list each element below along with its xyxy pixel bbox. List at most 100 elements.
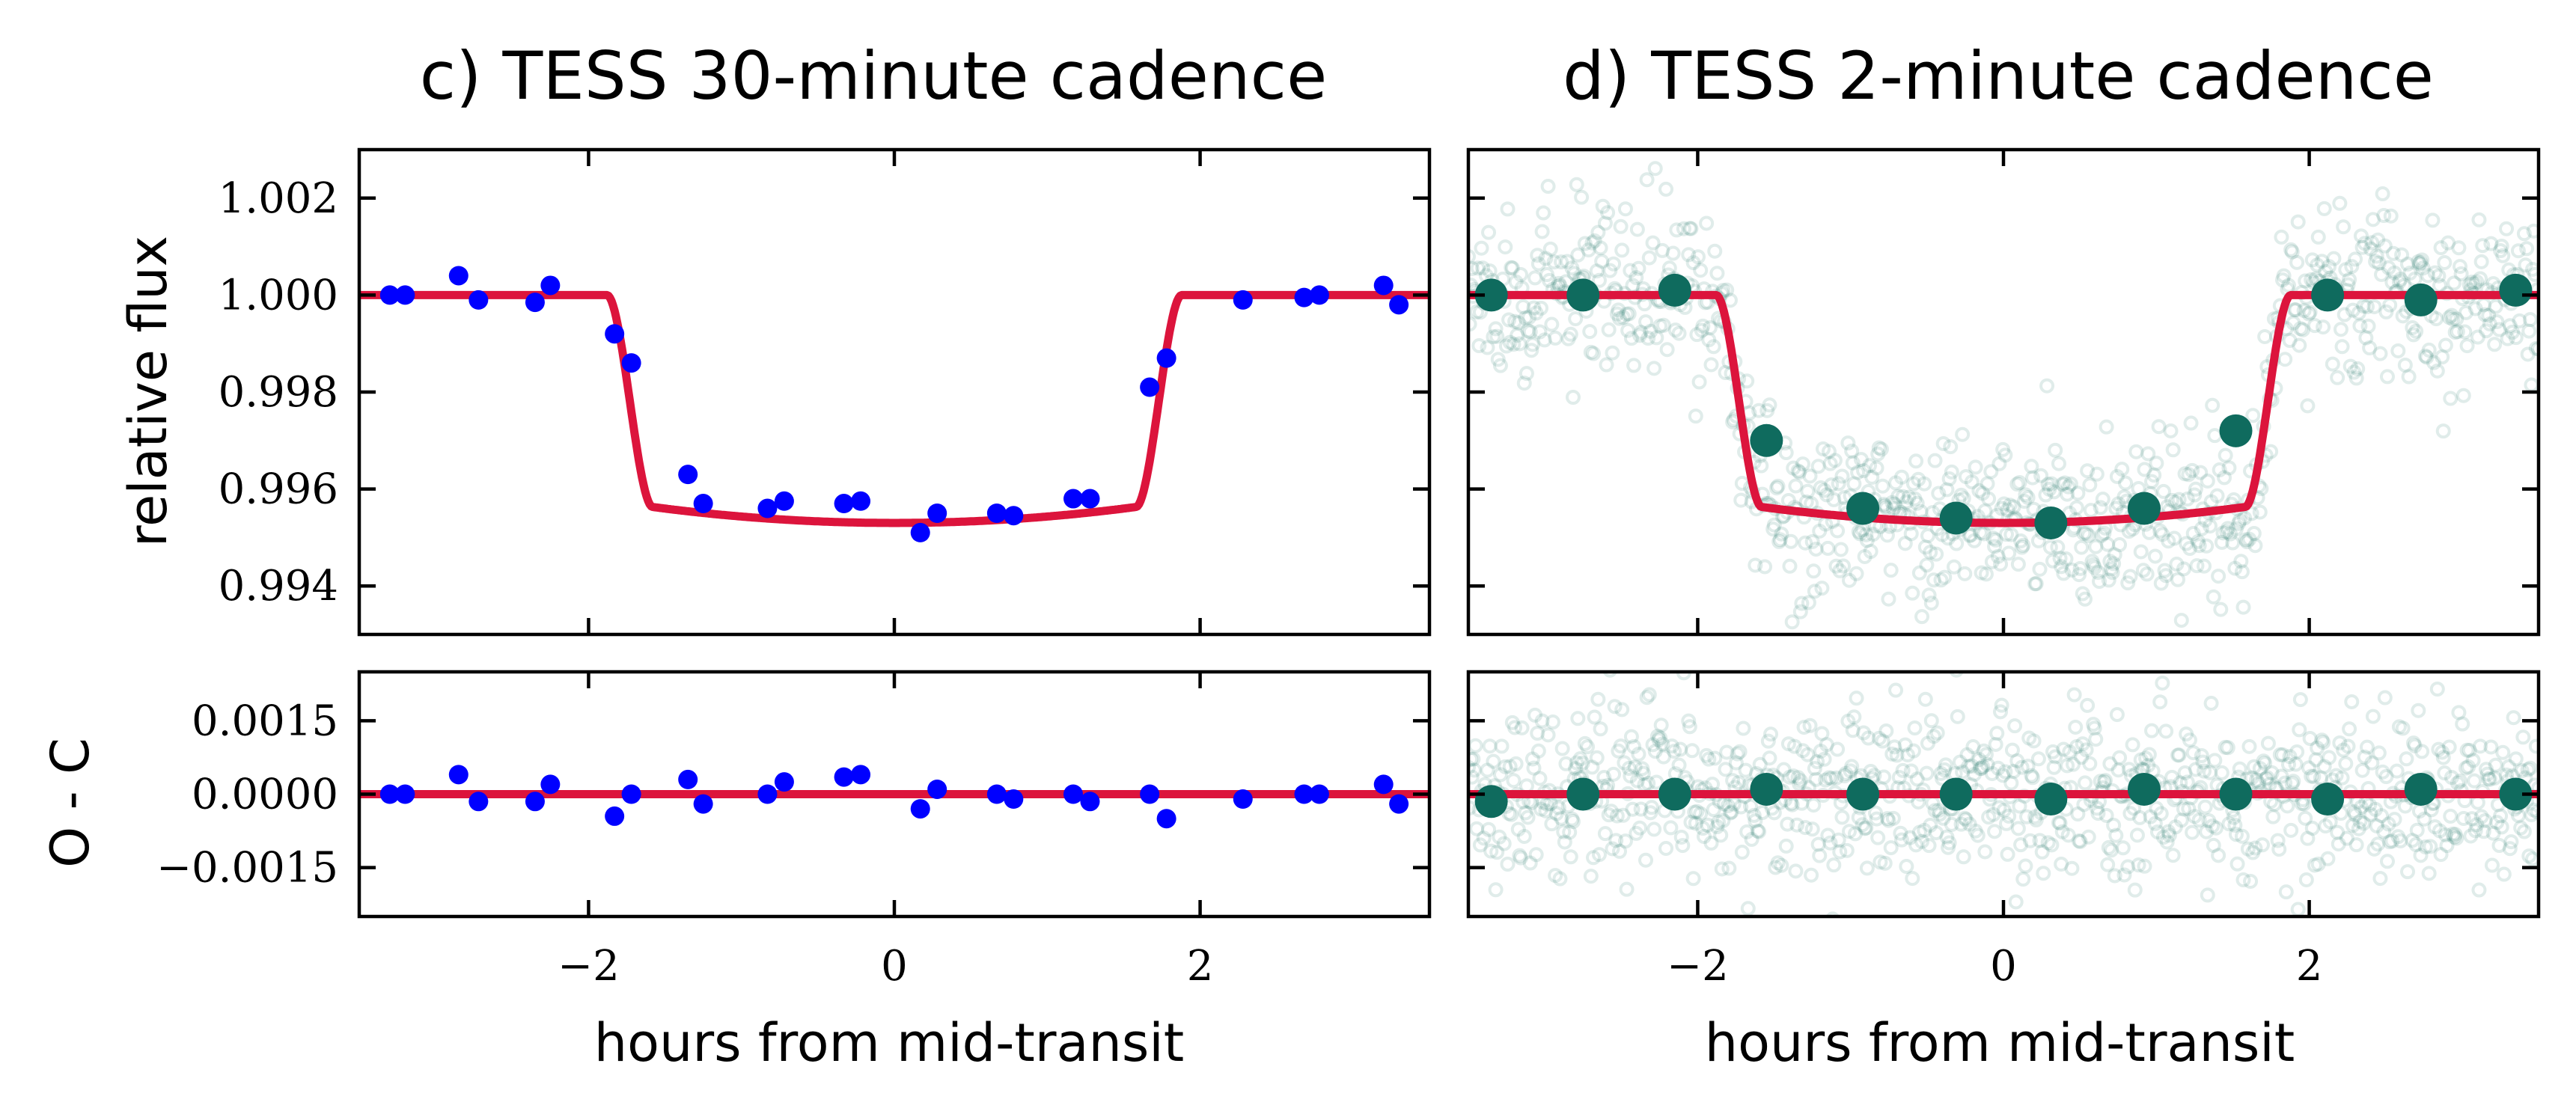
raw-data-point [2040, 477, 2056, 492]
raw-residual-point [2171, 747, 2187, 763]
raw-residual-point [1468, 738, 1483, 753]
raw-residual-point [1952, 754, 1968, 770]
raw-residual-point [1993, 704, 2009, 720]
raw-data-point [1570, 247, 1586, 263]
raw-data-point [2147, 548, 2163, 564]
raw-data-point [1506, 337, 1522, 352]
raw-residual-point [2304, 768, 2319, 784]
raw-data-point [2191, 533, 2206, 549]
raw-residual-point [2316, 735, 2331, 750]
raw-residual-point [1978, 747, 1994, 762]
raw-data-point [2457, 324, 2473, 340]
raw-data-point [2233, 554, 2249, 569]
residual-point [1309, 784, 1329, 804]
raw-residual-point [1583, 869, 1599, 884]
raw-data-point [2429, 363, 2445, 379]
raw-data-point [1887, 496, 1902, 512]
raw-data-point [2464, 275, 2479, 290]
raw-data-point [2146, 468, 2162, 483]
raw-residual-point [2191, 812, 2207, 828]
raw-data-point [2326, 251, 2342, 266]
raw-data-point [1830, 523, 1846, 539]
raw-residual-point [2372, 871, 2388, 887]
data-point [1309, 285, 1329, 305]
raw-residual-point [1558, 756, 1574, 771]
raw-data-point [1991, 456, 2007, 471]
y-tick-label: 1.000 [219, 271, 338, 319]
raw-data-point [2426, 355, 2442, 370]
raw-data-point [1548, 330, 1563, 346]
raw-data-point [1621, 306, 1637, 322]
raw-residual-point [1557, 834, 1572, 850]
raw-residual-point [1532, 771, 1548, 786]
raw-residual-point [2447, 829, 2462, 845]
raw-data-point [2359, 299, 2375, 314]
raw-residual-point [2277, 775, 2293, 791]
binned-residual-point [1658, 777, 1691, 811]
raw-data-point [1510, 328, 1525, 343]
raw-data-point [2473, 271, 2488, 287]
raw-residual-point [1482, 738, 1498, 754]
data-point [757, 498, 778, 518]
raw-residual-point [2365, 709, 2381, 724]
raw-data-point [1611, 302, 1626, 318]
raw-data-point [2360, 318, 2376, 334]
raw-residual-point [1488, 882, 1504, 898]
raw-residual-point [1625, 801, 1640, 817]
raw-residual-point [2487, 770, 2503, 786]
raw-data-point [1929, 546, 1944, 562]
raw-data-point [2217, 470, 2232, 486]
raw-residual-point [1621, 761, 1637, 777]
raw-data-point [2444, 307, 2459, 323]
raw-residual-point [2153, 806, 2169, 821]
raw-data-point [2354, 239, 2370, 255]
raw-residual-point [1914, 833, 1930, 849]
raw-residual-point [2298, 810, 2313, 826]
raw-residual-point [2235, 872, 2251, 888]
raw-residual-point [2342, 721, 2357, 737]
raw-data-point [1879, 527, 1895, 543]
raw-residual-point [1970, 827, 1986, 843]
raw-residual-point [2199, 824, 2215, 839]
raw-residual-point [1507, 720, 1523, 735]
raw-residual-point [1732, 744, 1748, 759]
raw-data-point [2006, 499, 2021, 515]
raw-residual-point [1476, 830, 1492, 846]
raw-data-point [2042, 481, 2057, 497]
raw-residual-point [1706, 802, 1721, 818]
raw-residual-point [1508, 756, 1524, 771]
raw-residual-point [1589, 750, 1605, 765]
raw-residual-point [2369, 818, 2384, 833]
raw-data-point [2106, 556, 2122, 572]
raw-residual-point [2129, 827, 2145, 843]
raw-residual-point [2445, 826, 2461, 842]
raw-data-point [1759, 403, 1775, 418]
raw-data-point [1923, 596, 1939, 611]
raw-data-point [2467, 301, 2483, 316]
raw-residual-point [1681, 713, 1697, 729]
raw-data-point [2241, 531, 2257, 547]
raw-data-point [2219, 524, 2235, 539]
residual-point [1389, 794, 1409, 814]
raw-data-point [1808, 541, 1824, 557]
raw-data-point [2453, 259, 2468, 275]
raw-residual-point [2370, 836, 2386, 852]
raw-residual-point [2346, 804, 2362, 819]
raw-data-point [2189, 558, 2205, 574]
raw-data-point [1944, 464, 1959, 480]
raw-data-point [2435, 349, 2450, 365]
raw-residual-point [2488, 757, 2503, 773]
raw-residual-point [1967, 766, 1983, 782]
raw-data-point [1870, 446, 1886, 462]
raw-residual-point [2226, 810, 2241, 825]
raw-data-point [2475, 238, 2491, 254]
raw-data-point [1813, 480, 1828, 495]
raw-residual-point [1937, 762, 1953, 778]
raw-residual-point [1751, 824, 1767, 839]
raw-residual-point [1897, 737, 1913, 753]
raw-residual-point [1808, 771, 1824, 787]
raw-data-point [2438, 337, 2453, 353]
raw-residual-point [2015, 872, 2031, 887]
raw-data-point [2383, 208, 2399, 224]
binned-residual-point [2404, 772, 2438, 806]
